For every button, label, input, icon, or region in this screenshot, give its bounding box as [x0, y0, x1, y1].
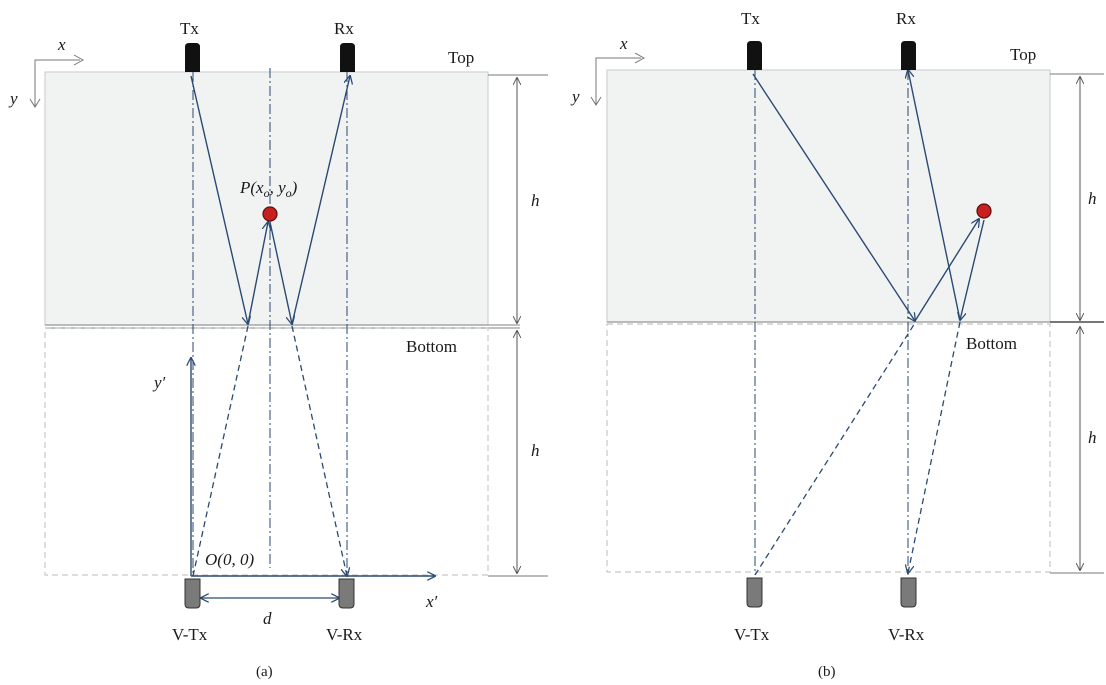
label-vrx-b: V-Rx	[888, 625, 925, 644]
label-x-prime-a: x′	[425, 592, 438, 611]
svg-text:y: y	[8, 89, 18, 108]
svg-text:x: x	[619, 34, 628, 53]
antenna-vrx-a	[338, 578, 355, 609]
svg-text:y: y	[570, 87, 580, 106]
antenna-tx-a	[185, 43, 200, 72]
label-h-upper-a: h	[531, 191, 540, 210]
panel-b: h h Top Bottom x y Tx Rx V-Tx V-Rx (b)	[570, 9, 1104, 680]
antenna-vtx-b	[746, 577, 763, 608]
target-point-b	[976, 203, 992, 219]
antenna-vrx-b	[900, 577, 917, 608]
antenna-vtx-a	[184, 578, 201, 609]
antenna-tx-b	[747, 41, 762, 70]
label-bottom-a: Bottom	[406, 337, 457, 356]
axes-xy-b: x y	[570, 34, 646, 106]
label-d-a: d	[263, 609, 272, 628]
label-rx-b: Rx	[896, 9, 916, 28]
caption-b: (b)	[818, 664, 836, 680]
target-point-a	[262, 206, 278, 222]
medium-region-b	[606, 69, 1051, 323]
label-h-upper-b: h	[1088, 189, 1097, 208]
label-h-lower-a: h	[531, 441, 540, 460]
label-h-lower-b: h	[1088, 428, 1097, 447]
virtual-region-b	[606, 323, 1051, 573]
label-vrx-a: V-Rx	[326, 625, 363, 644]
medium-region-a	[44, 71, 489, 326]
virtual-region-a	[44, 327, 489, 576]
antenna-rx-b	[901, 41, 916, 70]
antenna-rx-a	[340, 43, 355, 72]
label-top-a: Top	[448, 48, 474, 67]
label-rx-a: Rx	[334, 19, 354, 38]
caption-a: (a)	[256, 664, 273, 680]
panel-a: h h Top Bottom x y y′ x′ O(0, 0)	[8, 19, 548, 680]
label-y-prime-a: y′	[152, 373, 166, 392]
label-bottom-b: Bottom	[966, 334, 1017, 353]
label-top-b: Top	[1010, 45, 1036, 64]
label-tx-a: Tx	[180, 19, 199, 38]
label-point-p-a: P(xo, yo)	[239, 178, 298, 200]
axes-xy-a: x y	[8, 35, 85, 108]
svg-text:x: x	[57, 35, 66, 54]
label-vtx-a: V-Tx	[172, 625, 208, 644]
label-tx-b: Tx	[741, 9, 760, 28]
label-vtx-b: V-Tx	[734, 625, 770, 644]
label-origin-a: O(0, 0)	[205, 550, 254, 569]
